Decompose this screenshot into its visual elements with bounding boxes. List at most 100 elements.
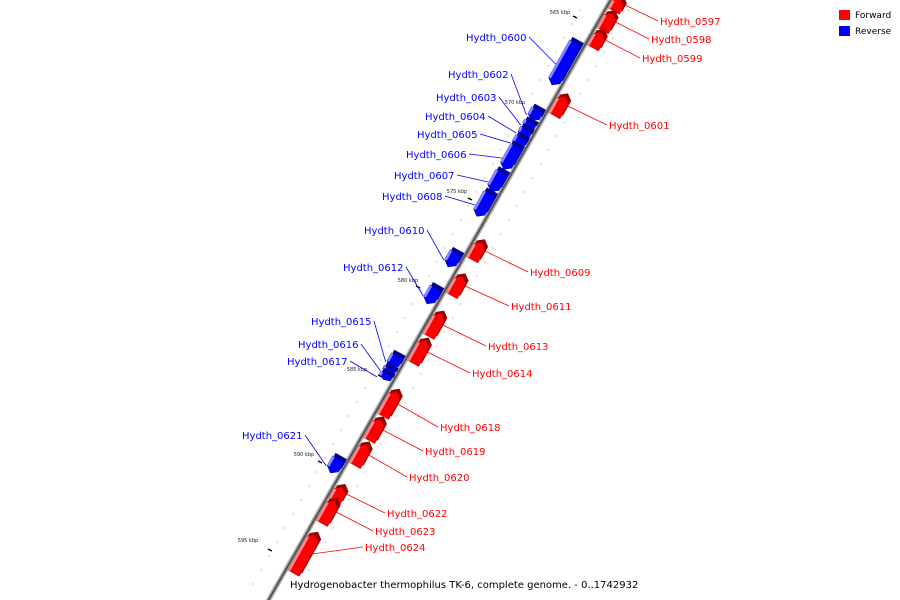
legend-forward-label: Forward [855, 11, 891, 21]
gene-label[interactable]: Hydth_0599 [642, 54, 703, 65]
gene-hydth-0609[interactable] [466, 239, 489, 264]
leader-line [312, 546, 364, 555]
minor-tick-dot [555, 51, 557, 53]
gene-label[interactable]: Hydth_0615 [311, 317, 372, 328]
gene-hydth-0621[interactable] [326, 452, 347, 474]
gene-label[interactable]: Hydth_0608 [382, 192, 443, 203]
leader-line [405, 266, 424, 297]
gene-label[interactable]: Hydth_0606 [406, 150, 467, 161]
gene-arrow-highlight [327, 455, 335, 467]
gene-label[interactable]: Hydth_0619 [425, 447, 486, 458]
gene-label[interactable]: Hydth_0617 [287, 357, 348, 368]
gene-label[interactable]: Hydth_0622 [387, 509, 448, 520]
minor-tick-dot [404, 401, 406, 403]
gene-hydth-0614[interactable] [407, 337, 432, 367]
gene-hydth-0610[interactable] [444, 246, 465, 268]
gene-hydth-0602[interactable] [527, 103, 547, 121]
gene-arrow-highlight [548, 97, 560, 114]
tick-label: 595 kbp [238, 538, 258, 544]
gene-label[interactable]: Hydth_0620 [409, 473, 470, 484]
minor-tick-dot [324, 457, 326, 459]
gene-label[interactable]: Hydth_0623 [375, 527, 436, 538]
gene-label[interactable]: Hydth_0612 [343, 263, 404, 274]
gene-label[interactable]: Hydth_0603 [436, 93, 497, 104]
gene-hydth-0607[interactable] [487, 166, 511, 192]
gene-label[interactable]: Hydth_0598 [651, 35, 712, 46]
minor-tick-dot [508, 219, 510, 221]
gene-labels: Hydth_0597 Hydth_0598 Hydth_0599 Hydth_0600… [242, 17, 721, 554]
gene-hydth-0618[interactable] [376, 388, 403, 420]
gene-hydth-0617[interactable] [378, 368, 396, 382]
gene-label[interactable]: Hydth_0602 [448, 70, 509, 81]
gene-hydth-0598[interactable] [596, 10, 619, 35]
gene-hydth-0612[interactable] [423, 281, 445, 305]
legend-forward-swatch [839, 10, 850, 20]
gene-hydth-0623[interactable] [315, 497, 341, 527]
minor-tick-dot [316, 555, 318, 557]
gene-hydth-0619[interactable] [363, 416, 387, 444]
gene-hydth-0606[interactable] [500, 140, 525, 170]
gene-label[interactable]: Hydth_0618 [440, 423, 501, 434]
minor-tick-dot [595, 65, 597, 67]
gene-hydth-0599[interactable] [586, 29, 608, 52]
minor-tick-dot [396, 331, 398, 333]
gene-hydth-0620[interactable] [348, 441, 373, 469]
minor-tick-dot [515, 121, 518, 123]
leader-line [468, 153, 502, 159]
tick-mark [572, 15, 578, 19]
minor-tick-dot [276, 541, 278, 543]
gene-label[interactable]: Hydth_0616 [298, 340, 359, 351]
gene-arrow [548, 96, 569, 120]
gene-label[interactable]: Hydth_0605 [417, 130, 478, 141]
gene-arrow [315, 500, 339, 527]
gene-hydth-0624[interactable] [287, 531, 322, 577]
gene-label[interactable]: Hydth_0621 [242, 431, 303, 442]
leader-line [528, 36, 556, 65]
minor-tick-dot [388, 345, 390, 347]
minor-tick-dot [460, 303, 462, 305]
gene-arrow-highlight [444, 249, 453, 261]
gene-label[interactable]: Hydth_0604 [425, 112, 486, 123]
gene-label[interactable]: Hydth_0609 [530, 268, 591, 279]
gene-arrow-highlight [608, 0, 615, 10]
gene-hydth-0603[interactable] [522, 116, 539, 130]
minor-tick-dot [483, 177, 486, 179]
minor-tick-dot [507, 135, 510, 137]
leader-line [335, 511, 374, 532]
gene-arrow-highlight [500, 143, 513, 164]
gene-hydth-0608[interactable] [473, 187, 499, 217]
gene-label[interactable]: Hydth_0600 [466, 33, 527, 44]
minor-tick-dot [531, 177, 534, 179]
leader-line [373, 320, 387, 363]
minor-tick-dot [252, 583, 254, 585]
leader-line [442, 324, 487, 347]
minor-tick-dot [404, 317, 406, 319]
minor-tick-dot [324, 541, 326, 543]
leader-line [397, 403, 439, 428]
gene-arrow [596, 12, 616, 35]
gene-hydth-0613[interactable] [422, 310, 448, 340]
gene-label[interactable]: Hydth_0611 [511, 302, 572, 313]
gene-hydth-0611[interactable] [445, 273, 469, 300]
gene-label[interactable]: Hydth_0607 [394, 171, 455, 182]
leader-line [368, 454, 408, 478]
gene-label[interactable]: Hydth_0610 [364, 226, 425, 237]
minor-tick-dot [587, 79, 590, 81]
legend: Forward Reverse [839, 10, 892, 37]
tick-mark [317, 460, 323, 464]
gene-arrow-side [381, 368, 396, 378]
gene-hydth-0600[interactable] [548, 36, 584, 86]
tick-label: 590 kbp [294, 452, 314, 458]
minor-tick-dot [491, 163, 494, 165]
gene-hydth-0601[interactable] [548, 93, 572, 120]
gene-label[interactable]: Hydth_0613 [488, 342, 549, 353]
gene-label[interactable]: Hydth_0614 [472, 369, 533, 380]
gene-label[interactable]: Hydth_0601 [609, 121, 670, 132]
gene-label[interactable]: Hydth_0624 [365, 543, 426, 554]
gene-arrow-highlight [363, 420, 375, 439]
gene-label[interactable]: Hydth_0597 [660, 17, 721, 28]
gene-hydth-0597[interactable] [607, 0, 627, 15]
gene-arrow-highlight [423, 284, 433, 298]
gene-hydth-0616[interactable] [382, 362, 399, 376]
